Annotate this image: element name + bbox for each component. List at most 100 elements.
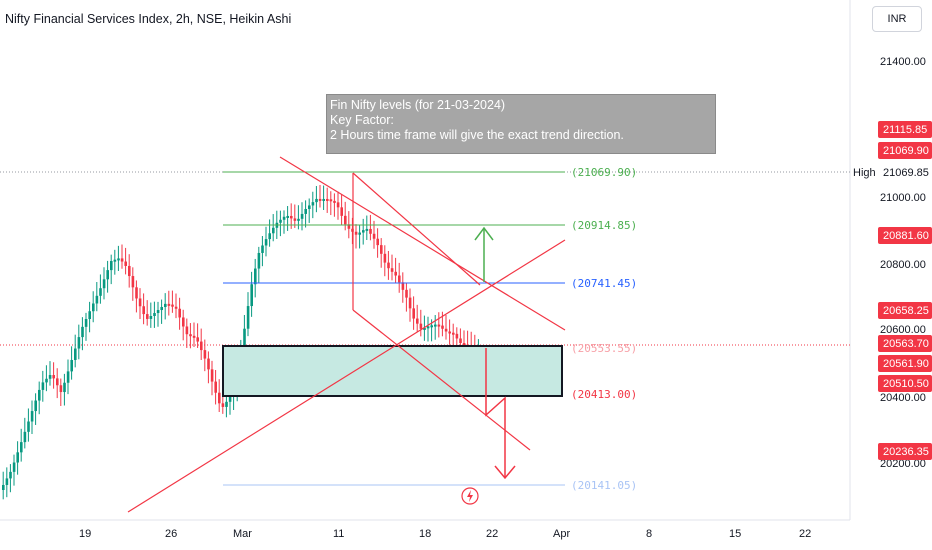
- candle-body: [174, 306, 178, 309]
- candle-body: [376, 238, 379, 246]
- price-badge-bg: [878, 121, 932, 138]
- time-tick: 22: [799, 528, 811, 540]
- price-badge-bg: [878, 227, 932, 244]
- price-tick: 21400.00: [880, 56, 926, 68]
- candles: [2, 184, 480, 500]
- candle-body: [59, 385, 63, 393]
- price-badge-bg: [878, 355, 932, 372]
- candle-body: [300, 213, 304, 219]
- price-tick: 20800.00: [880, 259, 926, 271]
- price-badge: 21069.90: [883, 145, 929, 157]
- candle-body: [48, 375, 52, 379]
- candle-body: [66, 371, 70, 383]
- candle-body: [261, 245, 264, 253]
- candle-body: [218, 392, 221, 404]
- candle-body: [423, 327, 426, 330]
- candle-body: [279, 219, 282, 223]
- candle-body: [84, 319, 88, 327]
- candle-body: [52, 375, 55, 379]
- time-tick: Apr: [553, 528, 570, 540]
- candle-body: [207, 358, 210, 370]
- candle-body: [426, 326, 430, 329]
- price-tick: 20200.00: [880, 458, 926, 470]
- price-badge-bg: [878, 302, 932, 319]
- candle-body: [153, 313, 156, 316]
- price-badges: 21115.85 21069.90 21069.85 20881.60 2065…: [878, 121, 932, 460]
- candle-body: [117, 258, 120, 261]
- candle-body: [5, 478, 9, 485]
- candle-body: [257, 252, 261, 269]
- candle-body: [95, 295, 99, 304]
- channel-top-edge[interactable]: [352, 172, 481, 286]
- time-tick: 18: [419, 528, 431, 540]
- note-line-3: 2 Hours time frame will give the exact t…: [330, 128, 624, 142]
- candle-body: [16, 452, 19, 463]
- candle-body: [354, 231, 358, 235]
- candle-body: [88, 311, 91, 320]
- candle-body: [92, 303, 95, 312]
- candle-body: [322, 198, 325, 201]
- candle-body: [416, 318, 419, 324]
- down-arrow-icon: [494, 465, 516, 480]
- candle-body: [156, 310, 160, 314]
- candle-body: [124, 261, 127, 266]
- candle-body: [228, 396, 232, 402]
- chart-title: Nifty Financial Services Index, 2h, NSE,…: [5, 12, 292, 26]
- candle-body: [135, 287, 138, 299]
- candle-body: [380, 245, 383, 254]
- candle-body: [336, 202, 340, 208]
- candle-body: [344, 215, 347, 225]
- lightning-icon[interactable]: [461, 487, 479, 505]
- currency-button[interactable]: INR: [872, 6, 922, 32]
- candle-body: [189, 334, 192, 337]
- candle-body: [405, 289, 408, 298]
- candle-body: [160, 306, 163, 311]
- candle-body: [297, 218, 300, 221]
- candle-body: [444, 328, 448, 332]
- candle-body: [419, 323, 423, 329]
- candle-body: [390, 268, 394, 272]
- candle-body: [225, 401, 228, 407]
- candle-body: [326, 198, 329, 201]
- annotation-note[interactable]: Fin Nifty levels (for 21-03-2024) Key Fa…: [326, 94, 716, 154]
- candle-body: [401, 282, 405, 290]
- price-badge: 20510.50: [883, 378, 929, 390]
- price-tick: 20600.00: [880, 324, 926, 336]
- high-label: High: [853, 167, 876, 179]
- note-line-1: Fin Nifty levels (for 21-03-2024): [330, 98, 506, 112]
- candle-body: [167, 303, 171, 306]
- candle-body: [333, 200, 336, 203]
- candle-body: [430, 325, 433, 328]
- candle-body: [394, 271, 397, 276]
- candle-body: [254, 268, 257, 285]
- time-axis[interactable]: 19 26 Mar 11 18 22 Apr 8 15 22: [79, 528, 811, 540]
- candle-body: [30, 411, 34, 422]
- price-badge: 20658.25: [883, 305, 929, 317]
- candle-body: [102, 279, 106, 289]
- falling-trendline-lower[interactable]: [352, 309, 531, 451]
- level-label-5: (20413.00): [571, 388, 637, 401]
- candle-body: [70, 359, 73, 372]
- candle-body: [164, 303, 167, 307]
- support-zone[interactable]: [222, 345, 563, 397]
- price-axis[interactable]: 21400.00 21000.00 20800.00 20600.00 2040…: [880, 56, 926, 470]
- candle-body: [452, 332, 455, 335]
- down-arrow-path[interactable]: [485, 348, 506, 478]
- time-tick: Mar: [233, 528, 252, 540]
- candle-body: [329, 199, 333, 202]
- falling-trendline-upper[interactable]: [279, 156, 566, 331]
- candle-body: [106, 270, 109, 280]
- candle-body: [362, 230, 365, 233]
- note-line-2: Key Factor:: [330, 113, 394, 127]
- candle-body: [171, 304, 174, 307]
- candle-body: [358, 232, 361, 235]
- candle-body: [41, 382, 45, 390]
- price-badge-bg: [878, 164, 932, 181]
- candle-body: [196, 337, 199, 342]
- candle-body: [12, 462, 16, 472]
- candle-body: [110, 261, 113, 271]
- candle-body: [210, 369, 214, 382]
- time-tick: 11: [333, 528, 344, 540]
- price-badge-bg: [878, 375, 932, 392]
